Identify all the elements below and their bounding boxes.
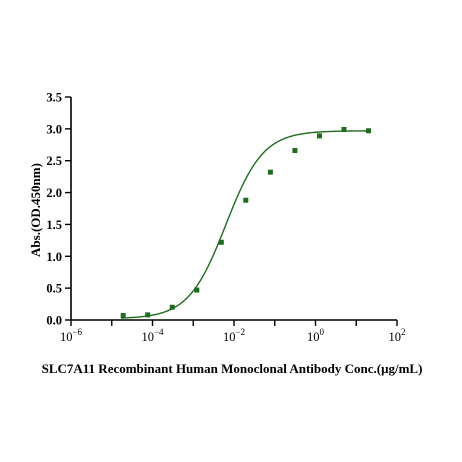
data-point bbox=[366, 128, 372, 134]
y-tick-label: 2.5 bbox=[46, 154, 62, 168]
y-tick-label: 3.0 bbox=[46, 122, 62, 136]
data-point bbox=[316, 133, 322, 139]
data-point bbox=[341, 126, 347, 132]
plot-area: 0.0 0.5 1.0 1.5 2.0 2.5 3.0 3.5 10−6 10−4 10−2 100 1… bbox=[46, 91, 405, 345]
y-tick-label: 2.0 bbox=[46, 186, 62, 200]
x-tick-label: 100 bbox=[307, 327, 325, 344]
data-point bbox=[145, 312, 151, 318]
x-tick-label: 102 bbox=[389, 327, 406, 344]
data-point bbox=[243, 197, 249, 203]
data-point bbox=[218, 239, 224, 245]
fit-curve bbox=[121, 130, 371, 319]
data-point bbox=[194, 287, 200, 293]
y-tick-label: 0.0 bbox=[46, 314, 62, 328]
x-tick-label: 10−4 bbox=[141, 327, 164, 344]
x-tick-label: 10−6 bbox=[60, 327, 83, 344]
y-tick-label: 3.5 bbox=[46, 91, 62, 105]
y-axis-title: Abs.(OD.450nm) bbox=[28, 163, 43, 257]
x-tick-label: 10−2 bbox=[223, 327, 245, 344]
y-tick-label: 0.5 bbox=[46, 282, 62, 296]
x-axis-title: SLC7A11 Recombinant Human Monoclonal Ant… bbox=[42, 361, 423, 376]
data-point bbox=[169, 304, 175, 310]
data-point bbox=[120, 313, 126, 319]
data-point bbox=[292, 148, 298, 154]
y-tick-label: 1.5 bbox=[46, 218, 62, 232]
data-point bbox=[267, 169, 273, 175]
y-tick-label: 1.0 bbox=[46, 250, 62, 264]
